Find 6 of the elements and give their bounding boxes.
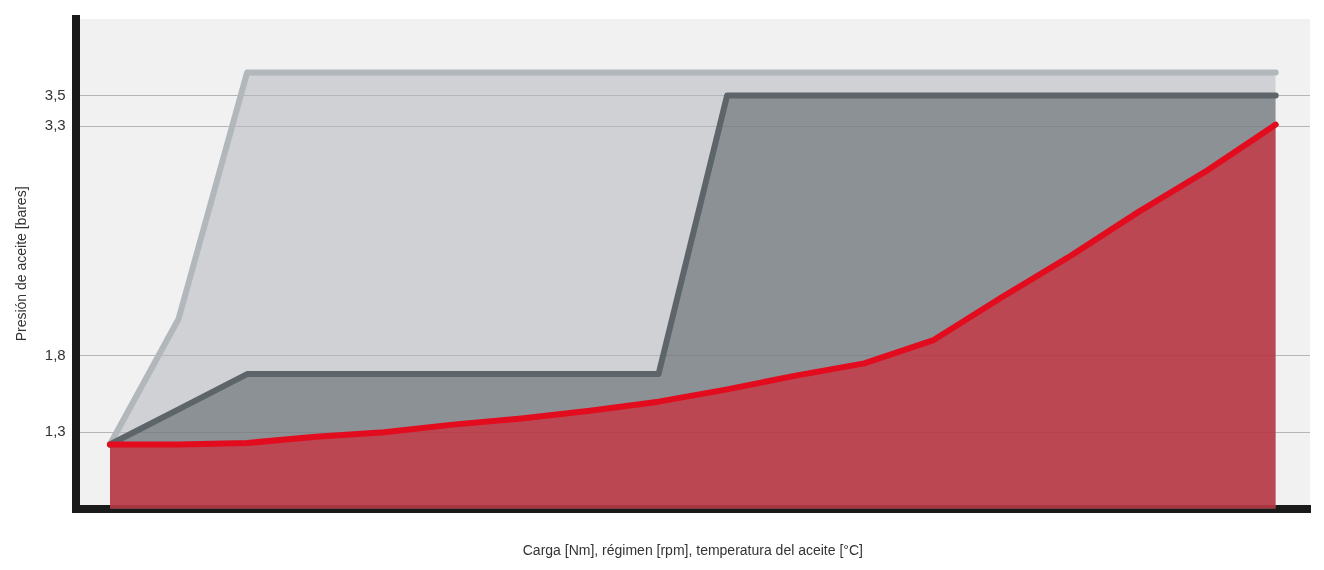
x-axis-title: Carga [Nm], régimen [rpm], temperatura del aceite [°C] [522, 542, 863, 559]
y-axis-title: Presión de aceite [bares] [13, 186, 30, 342]
y-tick-label: 3,5 [44, 85, 66, 103]
y-tick-label: 1,8 [44, 345, 66, 363]
y-tick-label: 1,3 [44, 422, 66, 440]
y-tick-label: 3,3 [44, 116, 66, 134]
